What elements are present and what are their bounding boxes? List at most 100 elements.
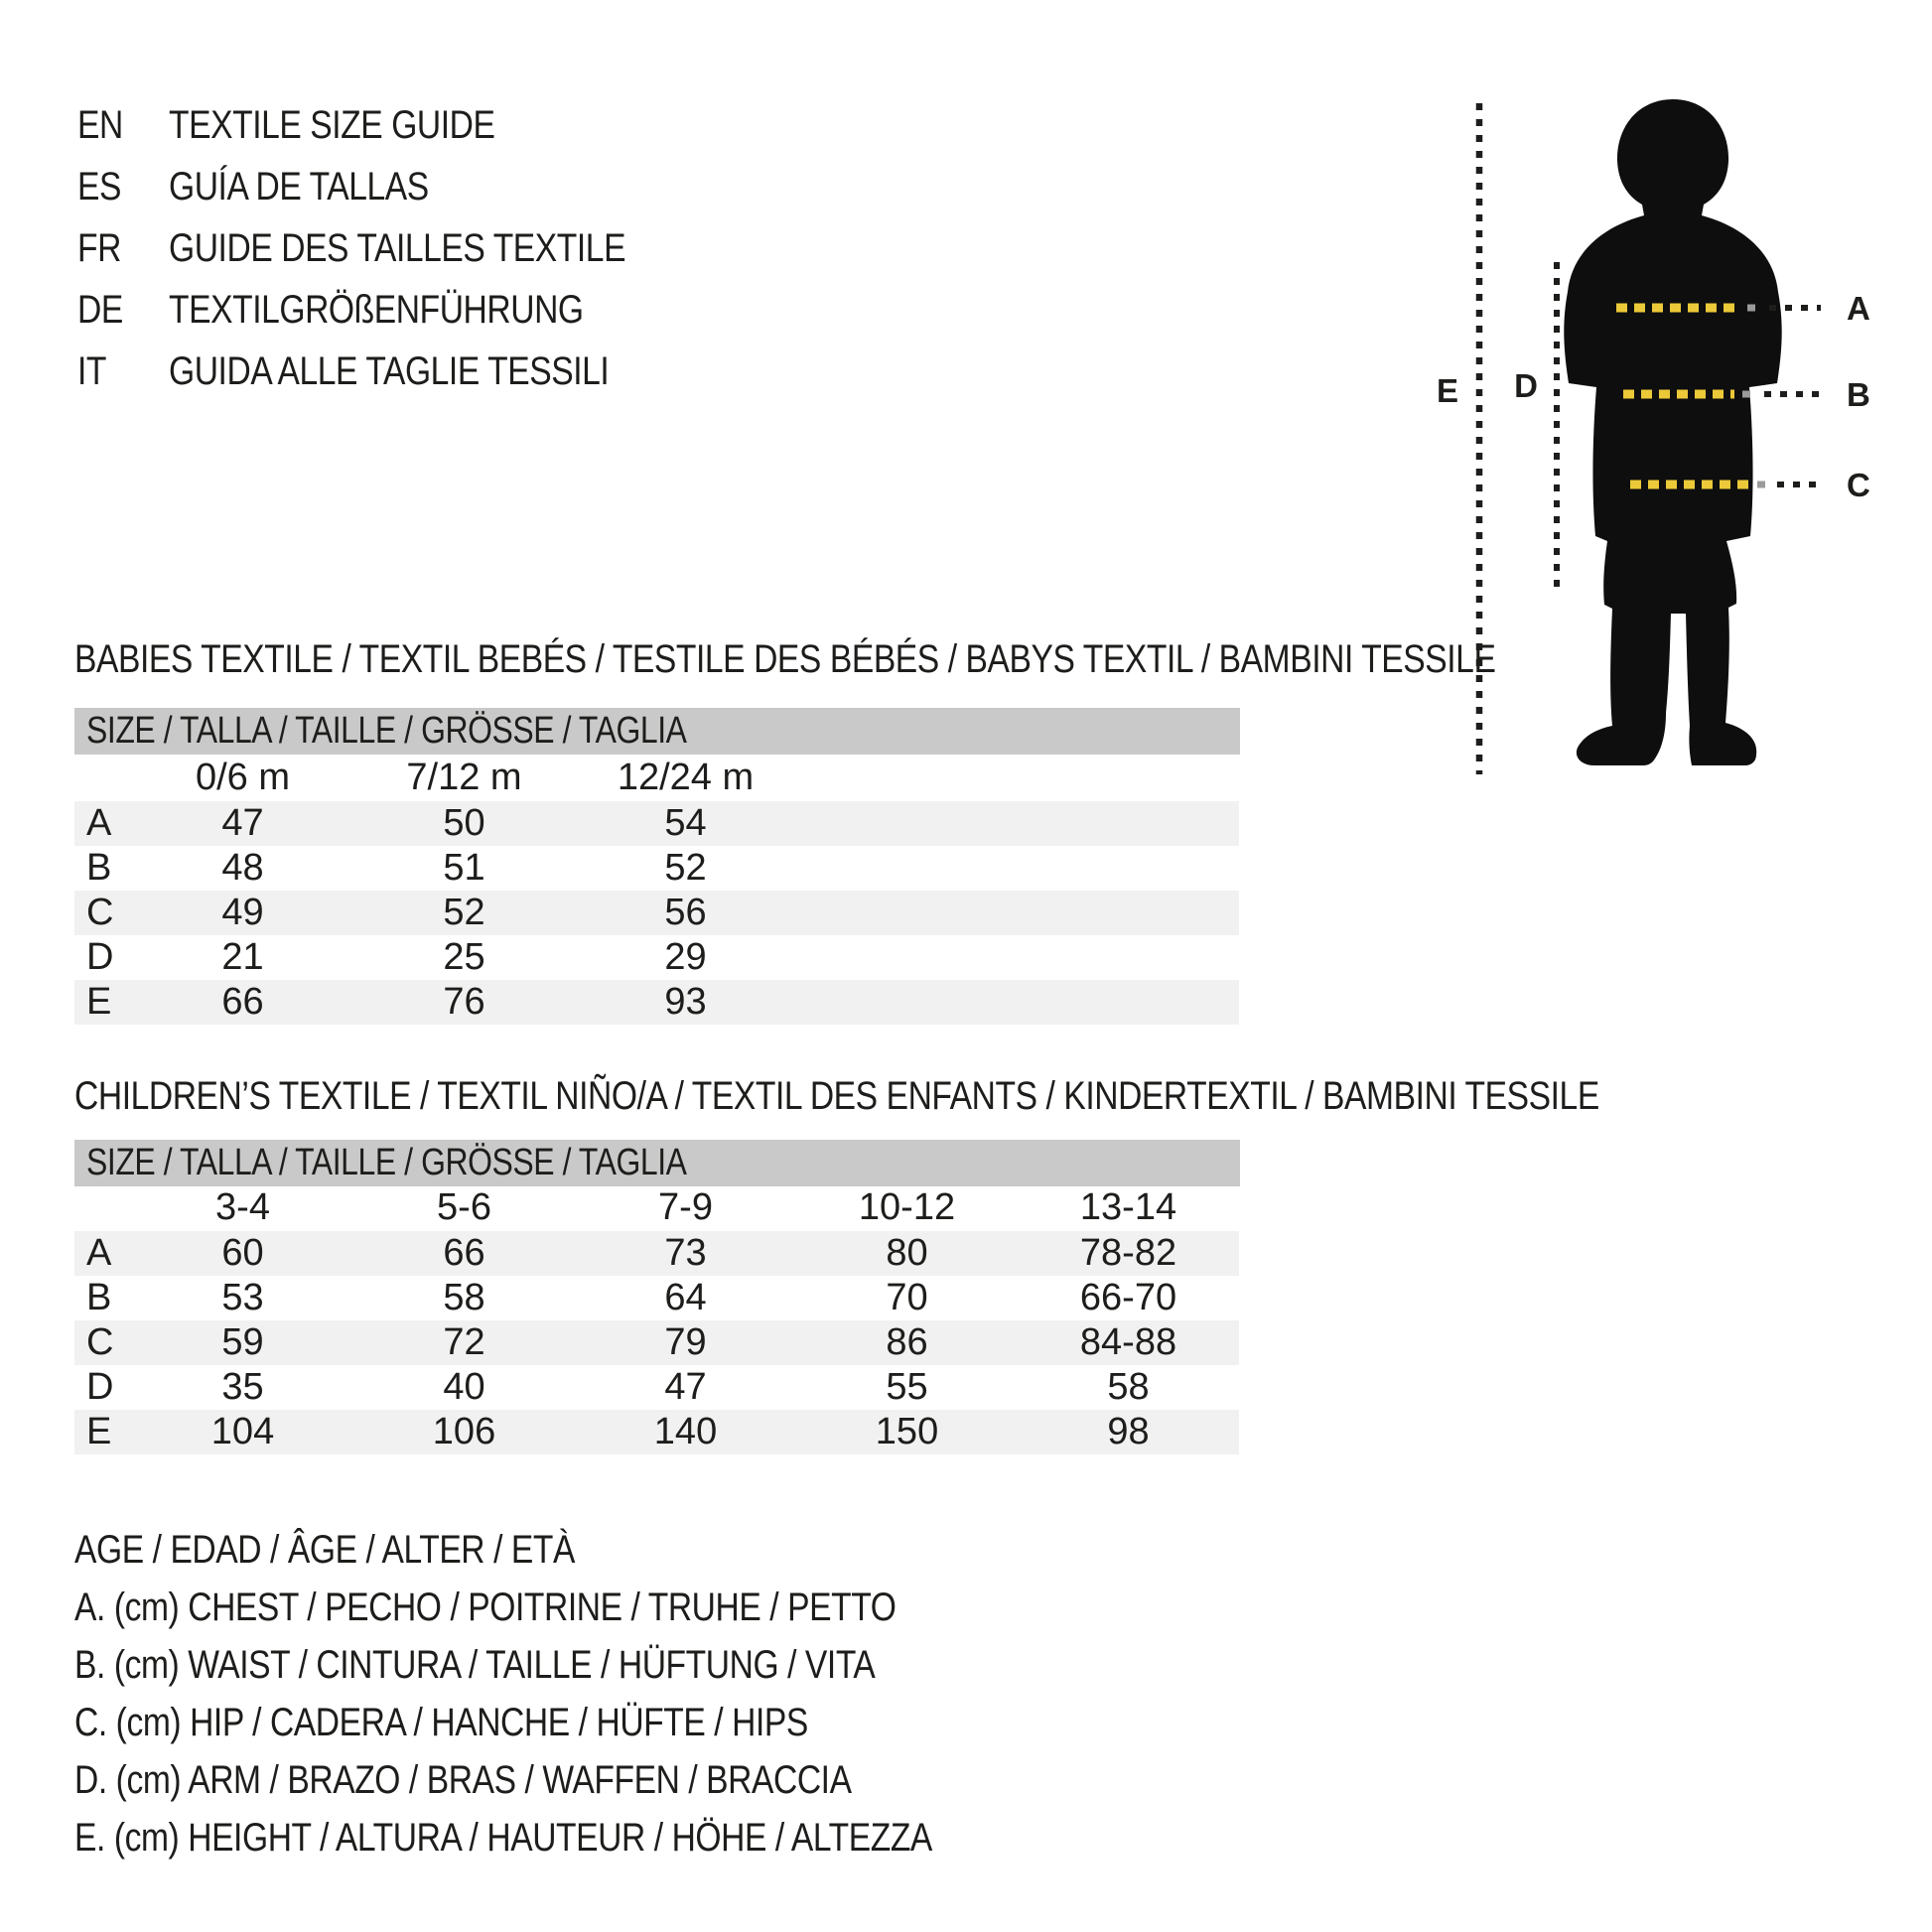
- table-cell: 25: [443, 936, 485, 978]
- table-cell: 29: [664, 936, 707, 978]
- table-cell: 86: [886, 1321, 928, 1363]
- language-title: GUIDA ALLE TAGLIE TESSILI: [169, 349, 610, 393]
- legend-line-text: A. (cm) CHEST / PECHO / POITRINE / TRUHE…: [74, 1586, 897, 1629]
- babies-size-header-text: SIZE / TALLA / TAILLE / GRÖSSE / TAGLIA: [86, 710, 687, 752]
- legend-line-text: D. (cm) ARM / BRAZO / BRAS / WAFFEN / BR…: [74, 1758, 852, 1802]
- row-label: A: [86, 1232, 112, 1274]
- babies-table: A 47 50 54 B 48 51 52 C 49 52 56 D 21 25 29 E 66 76 93: [74, 801, 1239, 1025]
- column-header: 13-14: [1079, 1186, 1177, 1228]
- legend-line-text: AGE / EDAD / ÂGE / ALTER / ETÀ: [74, 1528, 575, 1572]
- table-cell: 58: [1107, 1366, 1150, 1408]
- table-cell: 47: [221, 802, 264, 844]
- table-cell: 150: [875, 1411, 939, 1452]
- measurement-figure: E D A B C: [1410, 87, 1896, 802]
- children-column-headers: 3-4 5-6 7-9 10-12 13-14: [74, 1184, 1239, 1231]
- children-title-text: CHILDREN’S TEXTILE / TEXTIL NIÑO/A / TEX…: [74, 1074, 1599, 1118]
- legend-line-text: E. (cm) HEIGHT / ALTURA / HAUTEUR / HÖHE…: [74, 1816, 932, 1860]
- children-table: A 60 66 73 80 78-82 B 53 58 64 70 66-70 C 59 72 79 86 84-…: [74, 1231, 1239, 1454]
- language-header: EN TEXTILE SIZE GUIDE ES GUÍA DE TALLAS FR GU…: [77, 94, 713, 402]
- table-cell: 79: [664, 1321, 707, 1363]
- table-cell: 106: [432, 1411, 496, 1452]
- table-cell: 52: [664, 847, 707, 889]
- legend-line: A. (cm) CHEST / PECHO / POITRINE / TRUHE…: [74, 1579, 1095, 1636]
- table-cell: 21: [221, 936, 264, 978]
- table-cell: 93: [664, 981, 707, 1023]
- column-header: 0/6 m: [195, 757, 291, 798]
- table-cell: 51: [443, 847, 485, 889]
- table-row: B 53 58 64 70 66-70: [74, 1276, 1239, 1320]
- language-title: TEXTILGRÖßENFÜHRUNG: [169, 288, 584, 332]
- figure-label-b: B: [1847, 376, 1870, 413]
- language-code: IT: [77, 349, 107, 393]
- language-row: IT GUIDA ALLE TAGLIE TESSILI: [77, 341, 713, 402]
- column-header-spacer: [74, 755, 132, 801]
- language-title: GUÍA DE TALLAS: [169, 165, 429, 208]
- row-label: D: [86, 936, 114, 978]
- language-row: ES GUÍA DE TALLAS: [77, 156, 713, 217]
- table-cell: 66: [221, 981, 264, 1023]
- table-cell: 70: [886, 1277, 928, 1318]
- column-header-spacer: [74, 1184, 132, 1231]
- table-row: E 66 76 93: [74, 980, 1239, 1025]
- table-cell: 53: [221, 1277, 264, 1318]
- figure-label-d: D: [1514, 367, 1538, 404]
- table-cell: 58: [443, 1277, 485, 1318]
- table-cell: 60: [221, 1232, 264, 1274]
- babies-title-text: BABIES TEXTILE / TEXTIL BEBÉS / TESTILE …: [74, 637, 1496, 681]
- row-label: A: [86, 802, 112, 844]
- table-cell: 78-82: [1079, 1232, 1177, 1274]
- table-cell: 80: [886, 1232, 928, 1274]
- column-header: 7-9: [658, 1186, 713, 1228]
- language-code: FR: [77, 226, 121, 270]
- table-cell: 140: [653, 1411, 718, 1452]
- legend-line: B. (cm) WAIST / CINTURA / TAILLE / HÜFTU…: [74, 1636, 1095, 1694]
- table-cell: 66-70: [1079, 1277, 1177, 1318]
- column-header: 7/12 m: [406, 757, 522, 798]
- column-header: 10-12: [858, 1186, 956, 1228]
- table-row: A 60 66 73 80 78-82: [74, 1231, 1239, 1276]
- row-label: E: [86, 981, 112, 1023]
- figure-label-c: C: [1847, 467, 1870, 503]
- legend-line-text: C. (cm) HIP / CADERA / HANCHE / HÜFTE / …: [74, 1701, 808, 1744]
- table-row: D 21 25 29: [74, 935, 1239, 980]
- table-cell: 59: [221, 1321, 264, 1363]
- table-row: E 104 106 140 150 98: [74, 1410, 1239, 1454]
- babies-section-title: BABIES TEXTILE / TEXTIL BEBÉS / TESTILE …: [74, 637, 1766, 681]
- row-label: E: [86, 1411, 112, 1452]
- table-cell: 47: [664, 1366, 707, 1408]
- language-code: EN: [77, 103, 123, 147]
- language-row: FR GUIDE DES TAILLES TEXTILE: [77, 217, 713, 279]
- figure-label-e: E: [1437, 372, 1458, 409]
- language-row: EN TEXTILE SIZE GUIDE: [77, 94, 713, 156]
- language-title: GUIDE DES TAILLES TEXTILE: [169, 226, 626, 270]
- table-cell: 54: [664, 802, 707, 844]
- row-label: C: [86, 1321, 114, 1363]
- table-row: D 35 40 47 55 58: [74, 1365, 1239, 1410]
- language-code: ES: [77, 165, 121, 208]
- table-row: A 47 50 54: [74, 801, 1239, 846]
- legend-line: D. (cm) ARM / BRAZO / BRAS / WAFFEN / BR…: [74, 1751, 1095, 1809]
- table-cell: 104: [210, 1411, 275, 1452]
- row-label: D: [86, 1366, 114, 1408]
- table-cell: 72: [443, 1321, 485, 1363]
- table-cell: 64: [664, 1277, 707, 1318]
- table-row: B 48 51 52: [74, 846, 1239, 891]
- figure-label-a: A: [1847, 290, 1870, 327]
- language-code: DE: [77, 288, 123, 332]
- children-section-title: CHILDREN’S TEXTILE / TEXTIL NIÑO/A / TEX…: [74, 1074, 1889, 1118]
- column-header-row: 3-4 5-6 7-9 10-12 13-14: [74, 1184, 1239, 1231]
- column-header: 5-6: [437, 1186, 491, 1228]
- children-size-header-band: SIZE / TALLA / TAILLE / GRÖSSE / TAGLIA: [74, 1140, 1240, 1186]
- column-header: 12/24 m: [617, 757, 755, 798]
- column-header: 3-4: [215, 1186, 270, 1228]
- table-cell: 98: [1107, 1411, 1150, 1452]
- column-header-row: 0/6 m 7/12 m 12/24 m: [74, 755, 1239, 801]
- table-cell: 48: [221, 847, 264, 889]
- table-cell: 84-88: [1079, 1321, 1177, 1363]
- table-cell: 49: [221, 892, 264, 933]
- table-cell: 56: [664, 892, 707, 933]
- legend-line-text: B. (cm) WAIST / CINTURA / TAILLE / HÜFTU…: [74, 1643, 876, 1687]
- legend-line: AGE / EDAD / ÂGE / ALTER / ETÀ: [74, 1521, 1095, 1579]
- table-cell: 66: [443, 1232, 485, 1274]
